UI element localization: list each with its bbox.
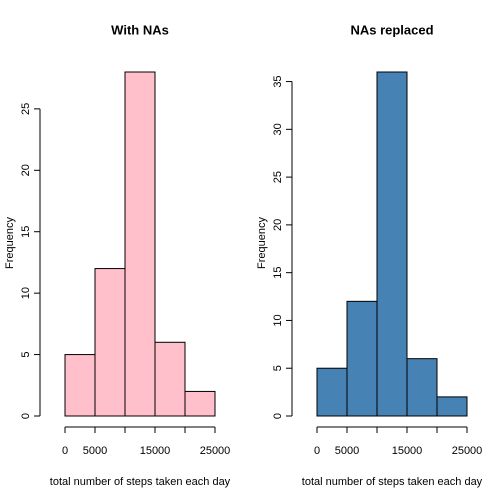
bar <box>346 300 378 417</box>
x-tick-label: 25000 <box>452 445 483 457</box>
x-tick-label: 0 <box>62 445 68 457</box>
chart-title: With NAs <box>111 22 169 37</box>
bar <box>316 367 348 417</box>
y-tick-label: 10 <box>272 314 284 326</box>
y-tick-label: 15 <box>20 226 32 238</box>
y-tick-label: 15 <box>272 267 284 279</box>
y-tick-label: 0 <box>20 413 32 419</box>
x-tick-label: 15000 <box>392 445 423 457</box>
y-axis-label: Frequency <box>256 217 268 269</box>
bar <box>406 358 438 417</box>
y-tick-label: 35 <box>272 75 284 87</box>
x-axis-label: total number of steps taken each day <box>302 476 483 488</box>
x-axis-label: total number of steps taken each day <box>50 476 231 488</box>
y-tick-label: 5 <box>272 365 284 371</box>
y-tick-label: 0 <box>272 413 284 419</box>
bar <box>64 354 96 417</box>
bar <box>154 341 186 417</box>
y-tick-label: 5 <box>20 352 32 358</box>
chart-title: NAs replaced <box>350 22 433 37</box>
x-tick-label: 25000 <box>200 445 231 457</box>
y-tick-label: 30 <box>272 123 284 135</box>
y-tick-label: 25 <box>20 103 32 115</box>
y-tick-label: 25 <box>272 171 284 183</box>
bar <box>376 71 408 417</box>
y-tick-label: 10 <box>20 287 32 299</box>
x-tick-label: 0 <box>314 445 320 457</box>
x-tick-label: 5000 <box>335 445 359 457</box>
bar <box>94 268 126 417</box>
y-axis-label: Frequency <box>4 217 16 269</box>
bar <box>124 71 156 417</box>
y-tick-label: 20 <box>20 164 32 176</box>
y-tick-label: 20 <box>272 219 284 231</box>
x-tick-label: 15000 <box>140 445 171 457</box>
bar <box>436 396 468 417</box>
x-tick-label: 5000 <box>83 445 107 457</box>
bar <box>184 390 216 417</box>
